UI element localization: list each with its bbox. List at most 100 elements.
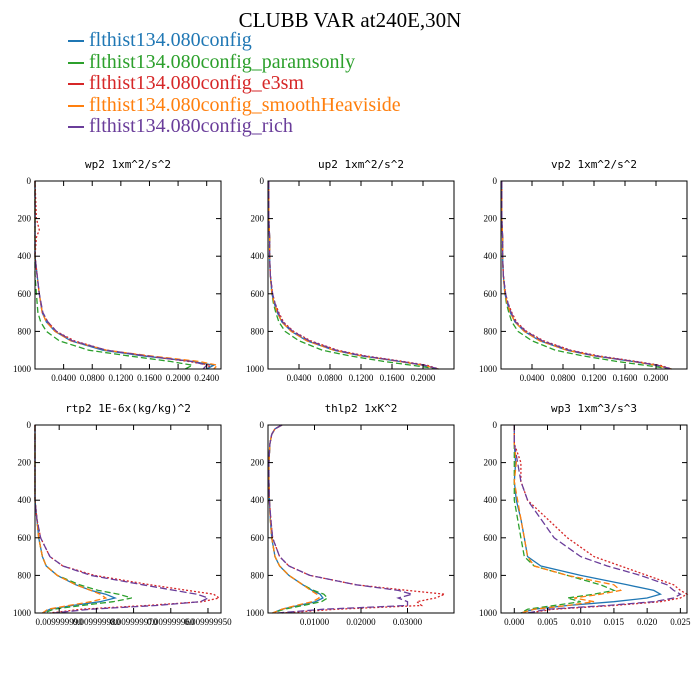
plot-frame: [34, 424, 222, 614]
figure-title: CLUBB VAR at240E,30N: [238, 8, 462, 32]
y-tick-label: 0: [260, 176, 265, 186]
y-tick-label: 0: [27, 176, 32, 186]
y-tick-label: 800: [484, 570, 498, 580]
y-tick-label: 600: [18, 533, 32, 543]
legend-swatch: [68, 61, 84, 64]
x-tick-label: 0.0400: [51, 373, 76, 383]
x-tick-label: 0.009999980: [73, 617, 121, 627]
x-tick-label: 0.2000: [166, 373, 191, 383]
legend-swatch: [68, 40, 84, 43]
y-tick-label: 400: [18, 251, 32, 261]
legend-swatch: [68, 126, 84, 129]
legend-label: flthist134.080config_rich: [89, 115, 293, 137]
y-tick-label: 200: [18, 214, 32, 224]
y-tick-label: 800: [484, 326, 498, 336]
plot-frame: [267, 180, 455, 370]
y-tick-label: 1000: [13, 364, 32, 374]
x-tick-label: 0.2400: [194, 373, 219, 383]
series-line-paramsonly: [34, 425, 132, 614]
x-tick-label: 0.1600: [613, 373, 638, 383]
x-tick-label: 0.000: [504, 617, 525, 627]
y-tick-label: 800: [18, 570, 32, 580]
x-tick-label: 0.1200: [108, 373, 133, 383]
x-tick-label: 0.005: [537, 617, 558, 627]
series-line-config: [501, 181, 672, 370]
y-tick-label: 1000: [13, 608, 32, 618]
panel-title: rtp2 1E-6x(kg/kg)^2: [65, 402, 191, 415]
y-tick-label: 1000: [246, 608, 265, 618]
y-tick-label: 600: [251, 289, 265, 299]
y-tick-label: 400: [484, 495, 498, 505]
x-tick-label: 0.025: [670, 617, 691, 627]
series-line-paramsonly: [268, 424, 329, 614]
series-line-e3sm: [268, 181, 439, 370]
x-tick-label: 0.0800: [80, 373, 105, 383]
series-line-smoothheaviside: [34, 181, 219, 370]
series-line-e3sm: [34, 180, 212, 370]
y-tick-label: 400: [251, 251, 265, 261]
y-tick-label: 200: [18, 458, 32, 468]
series-line-rich: [513, 425, 682, 614]
y-tick-label: 1000: [246, 364, 265, 374]
legend-swatch: [68, 83, 84, 86]
y-tick-label: 1000: [479, 364, 498, 374]
series-line-rich: [268, 424, 415, 614]
y-tick-label: 400: [484, 251, 498, 261]
panel-title: vp2 1xm^2/s^2: [551, 158, 637, 171]
y-tick-label: 200: [251, 458, 265, 468]
x-tick-label: 0.0400: [287, 373, 312, 383]
y-tick-label: 600: [18, 289, 32, 299]
series-line-config: [268, 424, 324, 614]
series-line-paramsonly: [34, 181, 195, 370]
x-tick-label: 0.01000: [300, 617, 330, 627]
legend-entry: flthist134.080config_paramsonly: [68, 50, 401, 74]
x-tick-label: 0.03000: [393, 617, 423, 627]
plot-frame: [34, 180, 222, 370]
legend-entry: flthist134.080config_smoothHeaviside: [68, 94, 401, 117]
y-tick-label: 0: [260, 420, 265, 430]
x-tick-label: 0.2000: [411, 373, 436, 383]
series-line-smoothheaviside: [268, 181, 439, 370]
series-line-paramsonly: [513, 425, 617, 614]
series-line-smoothheaviside: [501, 181, 672, 370]
plot-frame: [500, 424, 688, 614]
y-tick-label: 400: [251, 495, 265, 505]
panel-title: wp3 1xm^3/s^3: [551, 402, 637, 415]
series-line-paramsonly: [501, 181, 672, 370]
y-tick-label: 200: [484, 214, 498, 224]
series-line-rich: [34, 425, 210, 614]
series-line-smoothheaviside: [513, 425, 623, 614]
y-tick-label: 800: [251, 326, 265, 336]
x-tick-label: 0.02000: [346, 617, 376, 627]
series-line-paramsonly: [268, 181, 439, 370]
legend-entry: flthist134.080config_rich: [68, 115, 401, 138]
panel-title: up2 1xm^2/s^2: [318, 158, 404, 171]
legend-label: flthist134.080config_paramsonly: [89, 50, 356, 73]
x-tick-label: 0.015: [604, 617, 625, 627]
series-line-e3sm: [501, 181, 672, 370]
x-tick-label: 0.009999960: [147, 617, 195, 627]
legend-label: flthist134.080config: [89, 29, 252, 51]
series-line-config: [513, 425, 663, 614]
y-tick-label: 0: [27, 420, 32, 430]
x-tick-label: 0.0400: [520, 373, 545, 383]
series-line-rich: [34, 181, 208, 370]
series-line-rich: [501, 181, 672, 370]
y-tick-label: 0: [493, 420, 498, 430]
legend-label: flthist134.080config_e3sm: [89, 72, 304, 94]
panel-title: wp2 1xm^2/s^2: [85, 158, 171, 171]
x-tick-label: 0.0800: [318, 373, 343, 383]
y-tick-label: 200: [251, 214, 265, 224]
x-tick-label: 0.009999990: [36, 617, 84, 627]
series-line-smoothheaviside: [34, 425, 108, 614]
y-tick-label: 800: [251, 570, 265, 580]
panel-title: thlp2 1xK^2: [325, 402, 398, 415]
series-line-config: [34, 181, 216, 370]
series-line-smoothheaviside: [268, 424, 321, 614]
legend-entry: flthist134.080config: [68, 29, 401, 52]
x-tick-label: 0.1600: [137, 373, 162, 383]
y-tick-label: 1000: [479, 608, 498, 618]
x-tick-label: 0.1200: [582, 373, 607, 383]
x-tick-label: 0.009999970: [110, 617, 158, 627]
